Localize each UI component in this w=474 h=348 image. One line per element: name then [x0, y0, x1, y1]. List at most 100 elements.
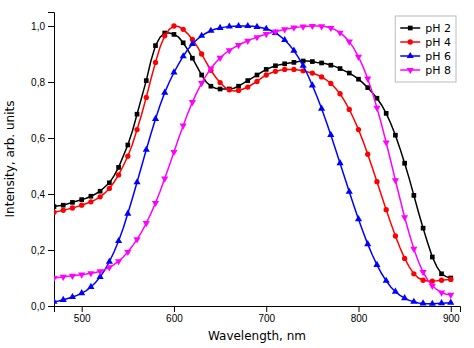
- marker: [199, 51, 204, 56]
- marker: [106, 265, 113, 271]
- x-axis-title: Wavelength, nm: [208, 329, 306, 343]
- tick-mark: [48, 194, 54, 195]
- marker: [393, 133, 398, 138]
- marker: [281, 27, 288, 33]
- marker: [133, 178, 140, 184]
- marker: [170, 68, 177, 74]
- marker: [144, 95, 149, 100]
- marker: [124, 250, 131, 256]
- marker: [180, 52, 187, 58]
- marker: [384, 111, 389, 116]
- marker: [438, 291, 445, 297]
- marker: [198, 32, 205, 38]
- x-axis: 500600700800900: [55, 306, 461, 324]
- marker: [235, 43, 242, 49]
- tick-mark: [48, 26, 54, 27]
- marker: [336, 159, 343, 165]
- marker: [384, 207, 389, 212]
- tick-label: 500: [74, 313, 91, 324]
- marker: [217, 24, 224, 30]
- marker: [181, 27, 186, 32]
- axis-line: [48, 13, 55, 307]
- tick-label: 600: [166, 313, 183, 324]
- marker: [264, 67, 269, 72]
- marker: [60, 275, 67, 281]
- plot: 5006007008009000,00,20,40,60,81,0Wavelen…: [3, 13, 461, 344]
- tick-label: 0,2: [31, 245, 45, 256]
- marker: [162, 33, 167, 38]
- marker: [245, 78, 250, 83]
- marker: [319, 61, 324, 66]
- marker: [254, 79, 259, 84]
- marker: [152, 115, 159, 121]
- marker: [124, 209, 131, 215]
- tick-label: 700: [258, 313, 275, 324]
- marker: [135, 112, 140, 117]
- marker: [355, 55, 362, 61]
- marker: [97, 194, 102, 199]
- y-axis: 0,00,20,40,60,81,0: [31, 13, 54, 312]
- marker: [402, 161, 407, 166]
- marker: [116, 172, 121, 177]
- tick: 0,4: [31, 189, 54, 200]
- marker: [207, 67, 214, 73]
- marker: [244, 39, 251, 45]
- tick-mark: [359, 306, 360, 312]
- marker: [107, 186, 112, 191]
- marker: [115, 259, 122, 265]
- marker: [60, 296, 67, 302]
- marker: [327, 26, 334, 32]
- marker: [429, 300, 436, 306]
- marker: [346, 188, 353, 194]
- marker: [291, 67, 296, 72]
- marker: [402, 256, 407, 261]
- marker: [438, 299, 445, 305]
- tick: 800: [351, 306, 368, 324]
- legend-label: pH 4: [425, 36, 451, 49]
- marker: [290, 47, 297, 53]
- tick: 1,0: [31, 21, 54, 32]
- tick: 0,0: [31, 301, 54, 312]
- marker: [69, 274, 76, 280]
- marker: [401, 294, 408, 300]
- marker: [328, 81, 333, 86]
- legend-marker: [408, 39, 413, 44]
- marker: [161, 177, 168, 183]
- tick-label: 0,0: [31, 301, 45, 312]
- tick-label: 1,0: [31, 21, 45, 32]
- marker: [190, 56, 195, 61]
- marker: [253, 23, 260, 29]
- tick: 0,2: [31, 245, 54, 256]
- marker: [181, 40, 186, 45]
- marker: [364, 77, 371, 83]
- marker: [328, 63, 333, 68]
- marker: [134, 127, 139, 132]
- marker: [79, 203, 84, 208]
- marker: [153, 43, 158, 48]
- marker: [217, 56, 224, 62]
- marker: [282, 61, 287, 66]
- marker: [61, 203, 66, 208]
- tick-mark: [266, 306, 267, 312]
- marker: [429, 284, 436, 290]
- marker: [87, 271, 94, 277]
- marker: [161, 89, 168, 95]
- marker: [133, 237, 140, 243]
- tick-label: 800: [351, 313, 368, 324]
- marker: [253, 35, 260, 41]
- marker: [244, 22, 251, 28]
- marker: [318, 24, 325, 30]
- chart: 5006007008009000,00,20,40,60,81,0Wavelen…: [0, 0, 474, 348]
- marker: [61, 208, 66, 213]
- legend-marker: [408, 26, 413, 31]
- marker: [189, 40, 196, 46]
- series: [54, 22, 454, 306]
- marker: [170, 150, 177, 156]
- legend-item: pH 8: [400, 64, 451, 77]
- marker: [273, 69, 278, 74]
- legend-label: pH 8: [425, 64, 451, 77]
- marker: [401, 215, 408, 221]
- legend-item: pH 4: [400, 36, 451, 49]
- marker: [115, 237, 122, 243]
- marker: [337, 91, 342, 96]
